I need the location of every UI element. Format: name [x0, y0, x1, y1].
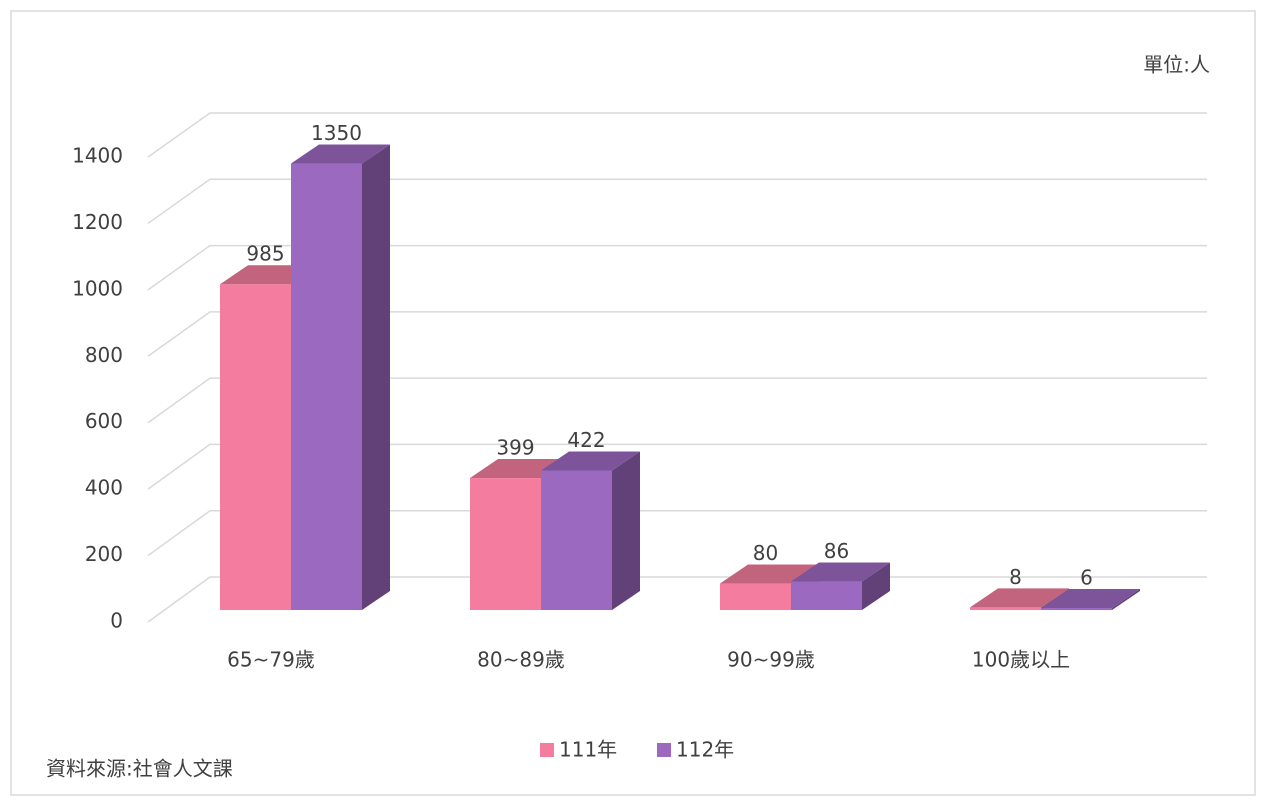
bar-top [541, 451, 640, 471]
y-tick-label: 0 [110, 609, 123, 633]
bar-front [1041, 608, 1112, 610]
grid-line [147, 178, 1207, 225]
bar-front [291, 163, 362, 611]
grid-line [147, 311, 1207, 357]
bar-front [541, 470, 612, 610]
y-tick-label: 800 [85, 343, 123, 367]
y-tick-label: 1200 [72, 210, 123, 234]
grid-line [147, 244, 1207, 291]
legend-swatch [540, 743, 554, 757]
y-tick-label: 1000 [72, 276, 123, 300]
bar-top [291, 144, 390, 164]
bar-top [720, 564, 819, 584]
bar-top [791, 562, 890, 582]
unit-label: 單位:人 [1143, 53, 1210, 77]
value-label: 422 [567, 428, 605, 452]
grid-line [147, 509, 1207, 557]
bar-top [970, 588, 1069, 608]
legend-label: 111年 [559, 738, 617, 762]
value-label: 1350 [311, 121, 362, 145]
x-tick-label: 100歲以上 [972, 648, 1070, 672]
bar-side [362, 144, 390, 611]
bar-front [791, 581, 862, 610]
legend-label: 112年 [676, 738, 734, 762]
y-tick-label: 200 [85, 542, 123, 566]
grid-line [147, 377, 1207, 424]
chart-border [10, 10, 1256, 796]
bar-front [470, 478, 541, 610]
y-tick-label: 600 [85, 409, 123, 433]
value-label: 6 [1080, 566, 1093, 590]
source-note: 資料來源:社會人文課 [46, 757, 233, 781]
grid-line [147, 443, 1207, 490]
value-label: 399 [496, 436, 534, 460]
bar-side [1112, 589, 1140, 610]
y-tick-label: 400 [85, 476, 123, 500]
value-label: 80 [753, 541, 778, 565]
x-tick-label: 80~89歲 [477, 648, 565, 672]
bar-top [1041, 589, 1140, 609]
y-tick-label: 1400 [72, 144, 123, 168]
value-label: 86 [824, 539, 849, 563]
bar-front [970, 607, 1041, 610]
legend-swatch [657, 743, 671, 757]
bar-front [720, 583, 791, 610]
x-tick-label: 90~99歲 [727, 648, 815, 672]
bar-side [862, 562, 890, 610]
grid-line [147, 112, 1207, 158]
bar-front [220, 284, 291, 610]
bar-side [612, 451, 640, 610]
value-label: 8 [1009, 565, 1022, 589]
value-label: 985 [246, 242, 284, 266]
x-tick-label: 65~79歲 [227, 648, 315, 672]
